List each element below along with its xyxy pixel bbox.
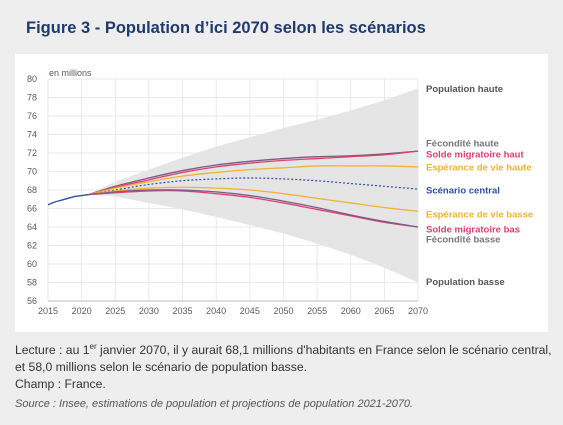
series-label-0: Population haute (426, 84, 503, 95)
x-tick-label-2070: 2070 (408, 306, 428, 316)
series-line-3 (88, 177, 419, 196)
chart-panel: 56 58 60 62 64 66 68 70 72 74 76 78 80 2015 2020 2025 20… (15, 54, 548, 332)
reading-note-start: Lecture : au 1 (15, 343, 90, 357)
y-tick-label-64: 64 (27, 222, 37, 232)
y-tick-label-72: 72 (27, 148, 37, 158)
x-tick-label-2065: 2065 (374, 306, 394, 316)
series-line-0 (88, 150, 419, 196)
series-line-5 (88, 189, 419, 228)
y-tick-label-56: 56 (27, 296, 37, 306)
series-label-2: Solde migratoire haut (426, 149, 524, 160)
x-tick-label-2015: 2015 (38, 306, 58, 316)
x-tick-label-2060: 2060 (341, 306, 361, 316)
population-chart: 56 58 60 62 64 66 68 70 72 74 76 78 80 2015 2020 2025 20… (27, 68, 533, 316)
series-line-1 (88, 150, 419, 196)
reading-note: Lecture : au 1er janvier 2070, il y aura… (15, 342, 555, 376)
y-tick-label-62: 62 (27, 241, 37, 251)
series-label-5: Espérance de vie basse (426, 210, 533, 221)
series-line-6 (88, 189, 419, 228)
figure-title: Figure 3 - Population d’ici 2070 selon l… (26, 19, 426, 37)
series-label-6: Solde migratoire bas (426, 224, 520, 235)
x-tick-label-2030: 2030 (139, 306, 159, 316)
reading-note-end: janvier 2070, il y aurait 68,1 millions … (15, 343, 552, 374)
y-axis-unit-label: en millions (49, 68, 92, 78)
field-note: Champ : France. (15, 377, 106, 391)
x-tick-label-2045: 2045 (240, 306, 260, 316)
y-tick-label-68: 68 (27, 185, 37, 195)
figure-caption: Lecture : au 1er janvier 2070, il y aura… (15, 342, 555, 413)
y-tick-label-78: 78 (27, 93, 37, 103)
population-range-band (88, 88, 418, 283)
x-tick-label-2055: 2055 (307, 306, 327, 316)
y-tick-label-76: 76 (27, 111, 37, 121)
series-label-3: Espérance de vie haute (426, 162, 532, 173)
source-note: Source : Insee, estimations de populatio… (15, 398, 414, 410)
x-tick-label-2025: 2025 (105, 306, 125, 316)
reading-note-superscript: er (89, 341, 97, 351)
series-line-4 (88, 186, 419, 212)
y-tick-label-66: 66 (27, 204, 37, 214)
y-tick-label-58: 58 (27, 278, 37, 288)
x-tick-label-2020: 2020 (72, 306, 92, 316)
x-tick-label-2040: 2040 (206, 306, 226, 316)
series-label-8: Population basse (426, 277, 505, 288)
y-tick-label-60: 60 (27, 259, 37, 269)
series-label-7: Fécondité basse (426, 235, 500, 246)
series-label-1: Fécondité haute (426, 138, 499, 149)
y-tick-label-74: 74 (27, 130, 37, 140)
y-tick-label-80: 80 (27, 74, 37, 84)
x-tick-label-2050: 2050 (273, 306, 293, 316)
observed-line (47, 193, 89, 206)
series-label-4: Scénario central (426, 186, 500, 197)
y-tick-label-70: 70 (27, 167, 37, 177)
x-tick-label-2035: 2035 (173, 306, 193, 316)
series-line-2 (88, 165, 419, 196)
